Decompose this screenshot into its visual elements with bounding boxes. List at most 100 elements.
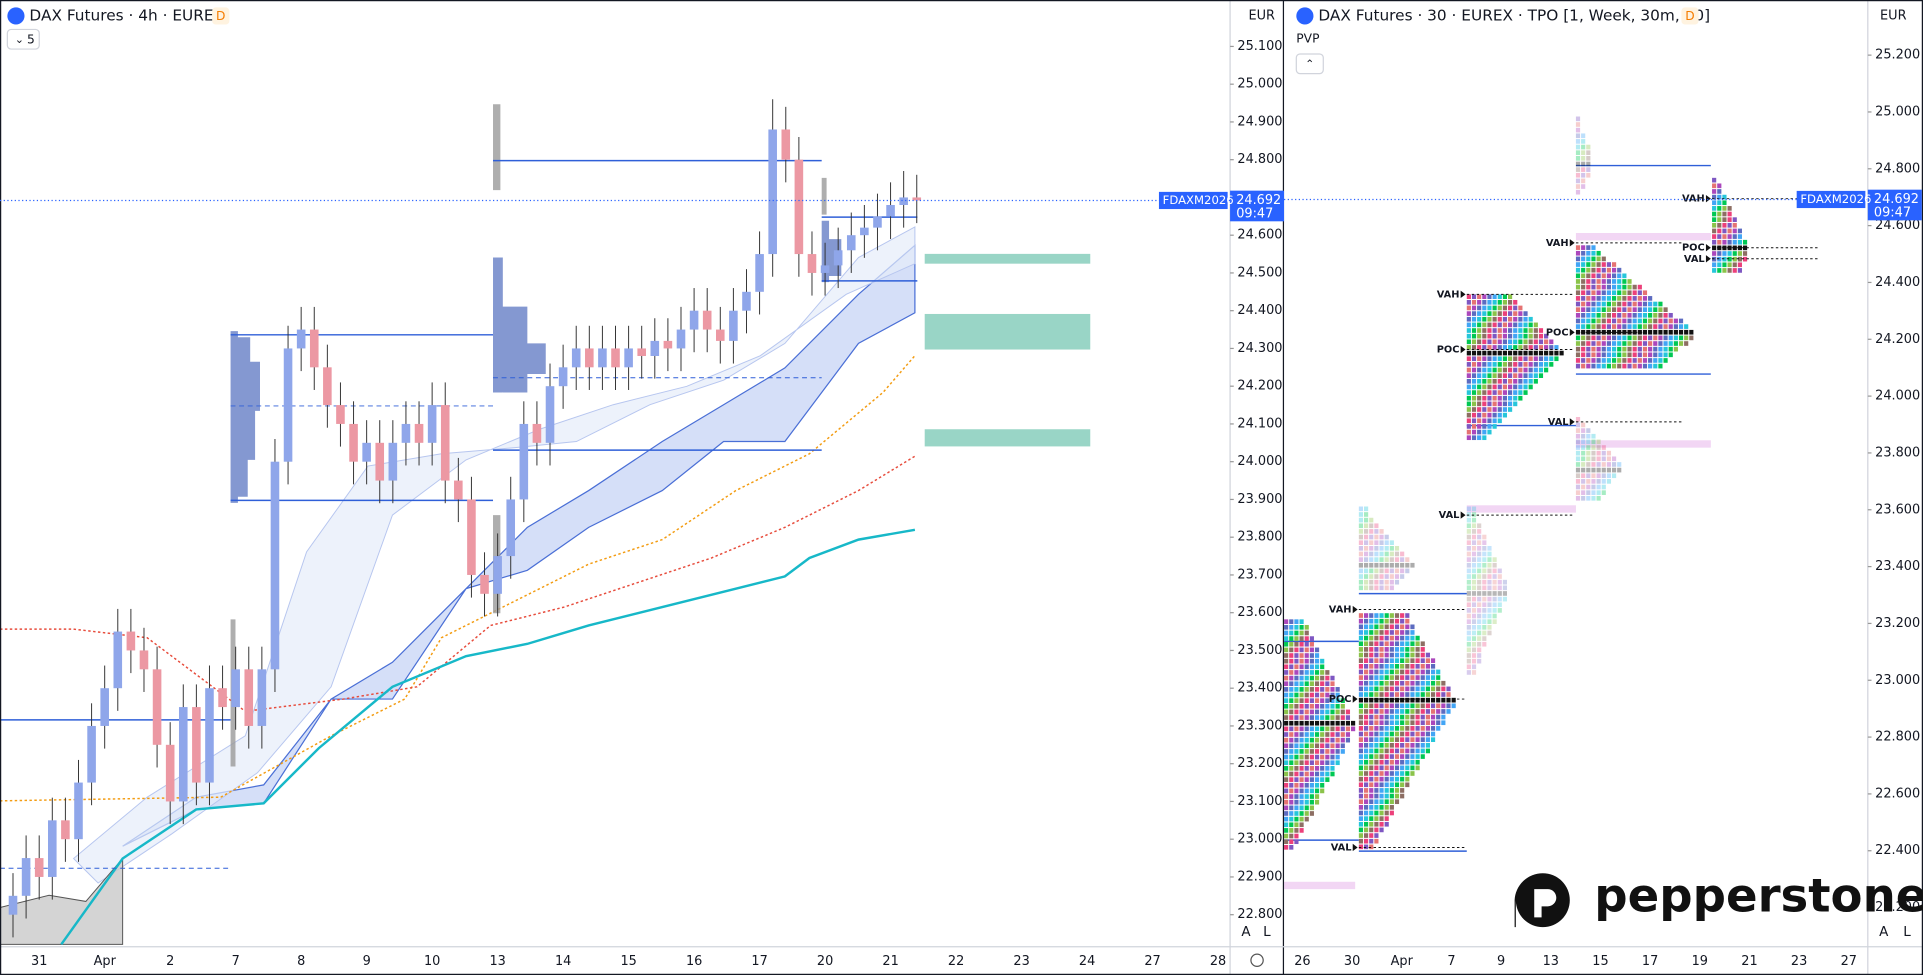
y-tick-label: 23.100 — [1237, 794, 1282, 809]
tpo-cell — [1400, 647, 1405, 652]
tpo-cell — [1400, 788, 1405, 793]
candle-body — [715, 329, 725, 341]
candle-body — [571, 348, 581, 368]
tpo-cell — [1554, 356, 1559, 362]
tpo-cell — [1330, 698, 1335, 703]
tpo-cell — [1289, 833, 1294, 839]
tpo-cell — [1642, 324, 1648, 329]
settings-icon[interactable] — [1250, 953, 1264, 968]
collapse-button[interactable] — [1295, 53, 1324, 75]
tpo-cell — [1384, 585, 1389, 591]
tpo-cell — [1335, 687, 1340, 692]
tpo-cell — [1477, 316, 1482, 322]
tpo-cell — [1632, 358, 1637, 363]
tpo-cell — [1299, 664, 1304, 670]
tpo-cell — [1309, 782, 1314, 788]
tpo-cell — [1289, 777, 1294, 782]
y-tick-label: 23.600 — [1875, 502, 1920, 517]
tpo-cell — [1581, 346, 1586, 352]
tpo-cell — [1358, 675, 1364, 680]
tpo-cell — [1487, 333, 1492, 339]
tpo-cell — [1611, 363, 1617, 369]
scale-button[interactable]: L — [1263, 924, 1271, 940]
tpo-cell — [1394, 652, 1400, 658]
tpo-cell — [1637, 318, 1642, 324]
tpo-cell — [1611, 352, 1617, 358]
tpo-cell — [1410, 680, 1415, 686]
tpo-cell — [1502, 407, 1508, 412]
tpo-cell — [1487, 624, 1492, 630]
tpo-cell — [1374, 529, 1379, 534]
tpo-cell — [1394, 771, 1400, 776]
scale-button[interactable]: A — [1241, 924, 1251, 940]
tpo-cell — [1299, 737, 1304, 743]
tpo-cell — [1304, 760, 1309, 766]
tpo-cell — [1389, 754, 1394, 759]
tpo-cell — [1477, 322, 1482, 328]
tpo-cell — [1632, 301, 1637, 307]
tpo-cell — [1497, 412, 1502, 418]
tpo-cell — [1400, 742, 1405, 748]
tpo-cell — [1384, 618, 1389, 624]
tpo-cell — [1492, 311, 1497, 316]
tpo-cell — [1415, 663, 1420, 669]
tpo-cell — [1446, 709, 1451, 714]
y-tick-label: 23.200 — [1237, 756, 1282, 771]
tpo-cell — [1294, 749, 1299, 754]
tpo-cell — [1430, 680, 1436, 686]
tpo-cell — [1374, 810, 1379, 816]
tpo-cell — [1477, 545, 1482, 551]
tpo-cell — [1405, 720, 1410, 726]
tpo-cell — [1581, 450, 1586, 456]
indicators-toggle[interactable] — [6, 28, 40, 50]
tpo-cell — [1340, 698, 1345, 703]
tpo-cell — [1717, 200, 1722, 206]
tpo-cell — [1379, 613, 1384, 618]
tpo-cell — [1575, 433, 1581, 439]
candle-body — [585, 348, 594, 368]
tpo-cell — [1507, 378, 1513, 384]
tpo-cell — [1632, 312, 1637, 318]
tpo-cell — [1466, 294, 1471, 300]
tpo-cell — [1299, 709, 1304, 715]
scale-button[interactable]: L — [1903, 924, 1911, 940]
tpo-cell — [1369, 624, 1374, 630]
tpo-cell — [1717, 217, 1722, 222]
tpo-cell — [1575, 490, 1581, 495]
tpo-cell — [1601, 456, 1606, 462]
tpo-cell — [1320, 760, 1325, 766]
tpo-cell — [1658, 335, 1663, 341]
tpo-cell — [1294, 737, 1299, 743]
tpo-cell — [1471, 401, 1477, 407]
tpo-cell — [1684, 324, 1689, 329]
tpo-cell — [1538, 362, 1544, 367]
tpo-cell — [1405, 765, 1410, 771]
tpo-cell — [1358, 517, 1364, 523]
tpo-cell — [1430, 686, 1436, 692]
scale-button[interactable]: A — [1879, 924, 1889, 940]
tpo-cell — [1533, 378, 1538, 384]
tpo-cell — [1591, 346, 1596, 352]
tpo-cell — [1544, 333, 1549, 339]
tpo-cell — [1384, 816, 1389, 821]
tpo-cell — [1304, 782, 1309, 788]
tpo-cell — [1358, 658, 1364, 663]
tpo-cell — [1637, 352, 1642, 358]
tpo-cell — [1400, 562, 1405, 568]
tpo-cell — [1369, 658, 1374, 663]
tpo-cell — [1492, 333, 1497, 339]
tpo-cell — [1358, 568, 1364, 574]
tpo-label: VAH — [1546, 238, 1569, 249]
tpo-cell — [1369, 680, 1374, 686]
tpo-cell — [1309, 720, 1314, 726]
tpo-cell — [1374, 523, 1379, 529]
right-axes: 25.20025.00024.80024.60024.40024.20024.0… — [1284, 48, 1922, 969]
tpo-cell — [1294, 828, 1299, 833]
tpo-cell — [1358, 506, 1364, 512]
tpo-cell — [1591, 473, 1596, 479]
tpo-cell — [1591, 462, 1596, 467]
tpo-cell — [1497, 305, 1502, 311]
tpo-cell — [1591, 341, 1596, 346]
tpo-cell — [1487, 316, 1492, 322]
candle-body — [139, 650, 149, 670]
